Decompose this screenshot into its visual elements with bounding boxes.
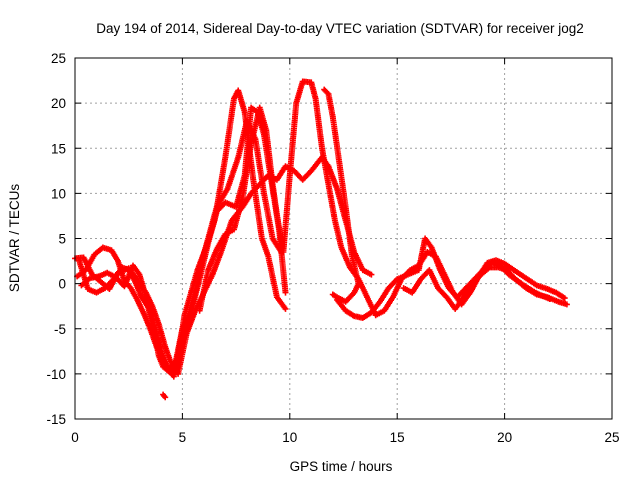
chart-title: Day 194 of 2014, Sidereal Day-to-day VTE… (96, 21, 583, 36)
series-s5 (160, 391, 169, 401)
x-tick-label: 5 (179, 430, 187, 445)
series-markers (400, 264, 553, 312)
y-axis-label: SDTVAR / TECUs (7, 184, 22, 293)
y-tick-label: 10 (51, 186, 66, 201)
x-tick-label: 10 (282, 430, 297, 445)
x-tick-label: 0 (71, 430, 79, 445)
series-s7 (321, 86, 362, 305)
x-tick-label: 15 (390, 430, 405, 445)
series-s9 (400, 264, 553, 312)
data-points (72, 78, 570, 401)
x-axis-label: GPS time / hours (290, 459, 393, 474)
series-s6 (196, 104, 289, 314)
series-markers (160, 391, 169, 401)
y-tick-label: -15 (46, 412, 66, 427)
y-tick-label: 25 (51, 51, 66, 66)
tick-marks (74, 57, 613, 420)
y-tick-label: 0 (58, 277, 66, 292)
series-markers (196, 104, 289, 314)
y-tick-label: 15 (51, 141, 66, 156)
y-tick-labels: -15 -10 -5 0 5 10 15 20 25 (46, 51, 66, 427)
x-tick-labels: 0 5 10 15 20 25 (71, 430, 619, 445)
x-tick-label: 25 (604, 430, 619, 445)
y-tick-label: 5 (58, 232, 66, 247)
y-tick-label: -5 (54, 322, 66, 337)
y-tick-label: 20 (51, 96, 66, 111)
y-tick-label: -10 (46, 367, 66, 382)
series-markers (321, 86, 362, 305)
x-tick-label: 20 (497, 430, 512, 445)
